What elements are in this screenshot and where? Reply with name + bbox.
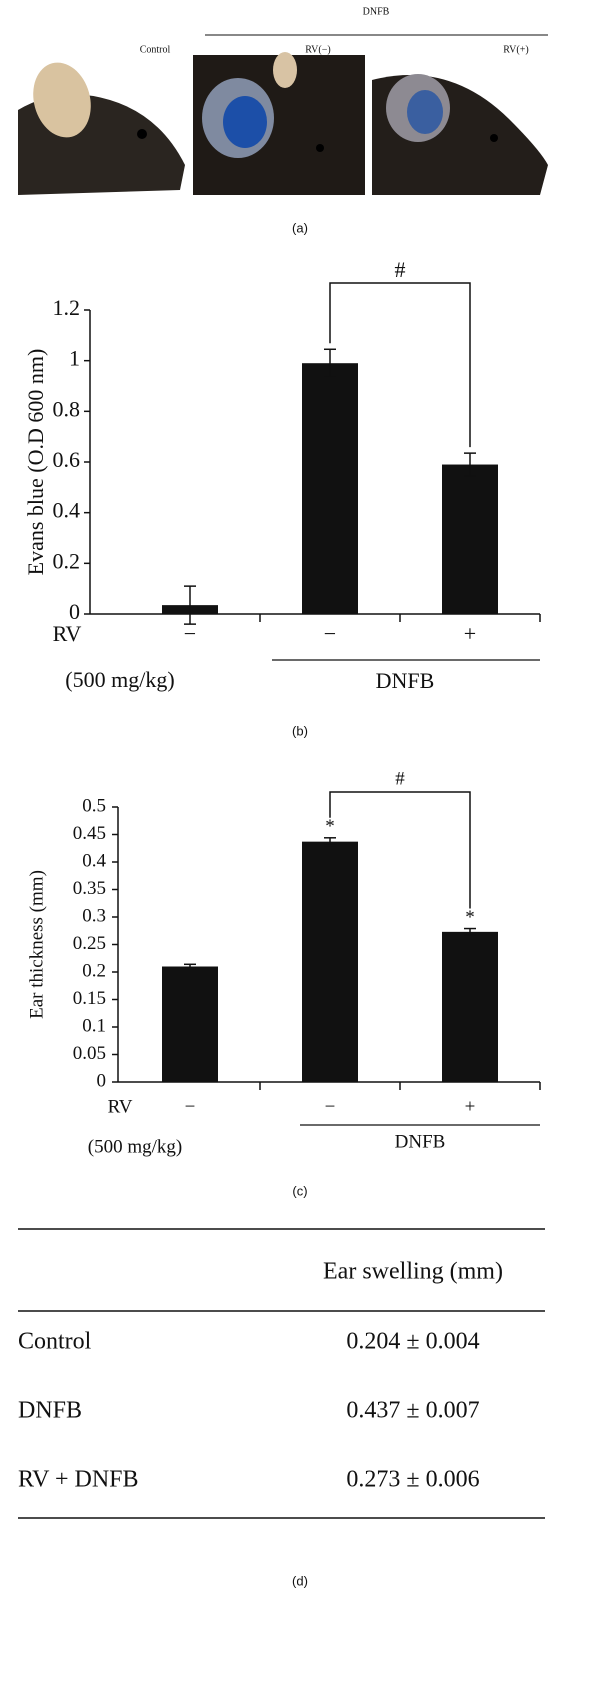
y-tick-label: 0 (69, 599, 80, 624)
y-tick-label: 0.35 (73, 878, 106, 899)
photo-rv-plus (372, 55, 548, 195)
y-tick-label: 1.2 (53, 295, 81, 320)
axis-title: Ear thickness (mm) (26, 870, 47, 1019)
bar (302, 363, 358, 614)
table-cell: 0.204 ± 0.004 (346, 1329, 479, 1355)
caption: (a) (292, 220, 308, 235)
significance-label: * (465, 907, 475, 928)
row-sublabel: (500 mg/kg) (65, 667, 174, 692)
y-tick-label: 0.5 (82, 795, 106, 816)
x-tick-label: + (464, 621, 476, 646)
caption: (d) (292, 1573, 308, 1588)
x-tick-label: + (465, 1096, 476, 1117)
y-tick-label: 1 (69, 346, 80, 371)
group-label: DNFB (363, 6, 390, 17)
x-tick-label: − (185, 1096, 196, 1117)
bracket-label: # (395, 768, 405, 789)
table-cell: RV + DNFB (18, 1467, 139, 1493)
photo-label: RV(−) (305, 44, 330, 55)
y-tick-label: 0.4 (82, 850, 106, 871)
y-tick-label: 0.3 (82, 905, 106, 926)
y-tick-label: 0.2 (53, 548, 81, 573)
bar (302, 841, 358, 1082)
bar (442, 931, 498, 1082)
y-tick-label: 0.1 (82, 1015, 106, 1036)
bracket-label: # (395, 257, 406, 282)
group-label: DNFB (395, 1131, 446, 1152)
table-cell: 0.437 ± 0.007 (346, 1398, 479, 1424)
photo-label: Control (140, 44, 171, 55)
row-sublabel: (500 mg/kg) (88, 1136, 182, 1157)
table-header: Ear swelling (mm) (323, 1259, 503, 1285)
bar (442, 464, 498, 614)
y-tick-label: 0.8 (53, 396, 81, 421)
caption: (c) (292, 1183, 307, 1198)
x-tick-label: − (324, 621, 336, 646)
y-tick-label: 0.4 (53, 498, 81, 523)
y-tick-label: 0.15 (73, 988, 106, 1009)
y-tick-label: 0.2 (82, 960, 106, 981)
y-tick-label: 0.25 (73, 933, 106, 954)
x-tick-label: − (325, 1096, 336, 1117)
y-tick-label: 0.6 (53, 447, 81, 472)
x-tick-label: − (184, 621, 196, 646)
significance-label: * (325, 816, 335, 837)
row-label: RV (53, 621, 82, 646)
axis-title: Evans blue (O.D 600 nm) (23, 349, 48, 576)
bracket (329, 282, 471, 448)
table-cell: 0.273 ± 0.006 (346, 1467, 479, 1493)
row-label: RV (108, 1096, 133, 1117)
photo-label: RV(+) (503, 44, 528, 55)
y-tick-label: 0 (97, 1070, 107, 1091)
y-tick-label: 0.05 (73, 1043, 106, 1064)
table-cell: Control (18, 1329, 92, 1355)
caption: (b) (292, 723, 308, 738)
photo-control (18, 55, 185, 195)
group-label: DNFB (376, 668, 435, 693)
bracket (329, 791, 471, 909)
table-cell: DNFB (18, 1398, 82, 1424)
bar (162, 966, 218, 1082)
photo-rv-minus (193, 52, 365, 195)
y-tick-label: 0.45 (73, 823, 106, 844)
